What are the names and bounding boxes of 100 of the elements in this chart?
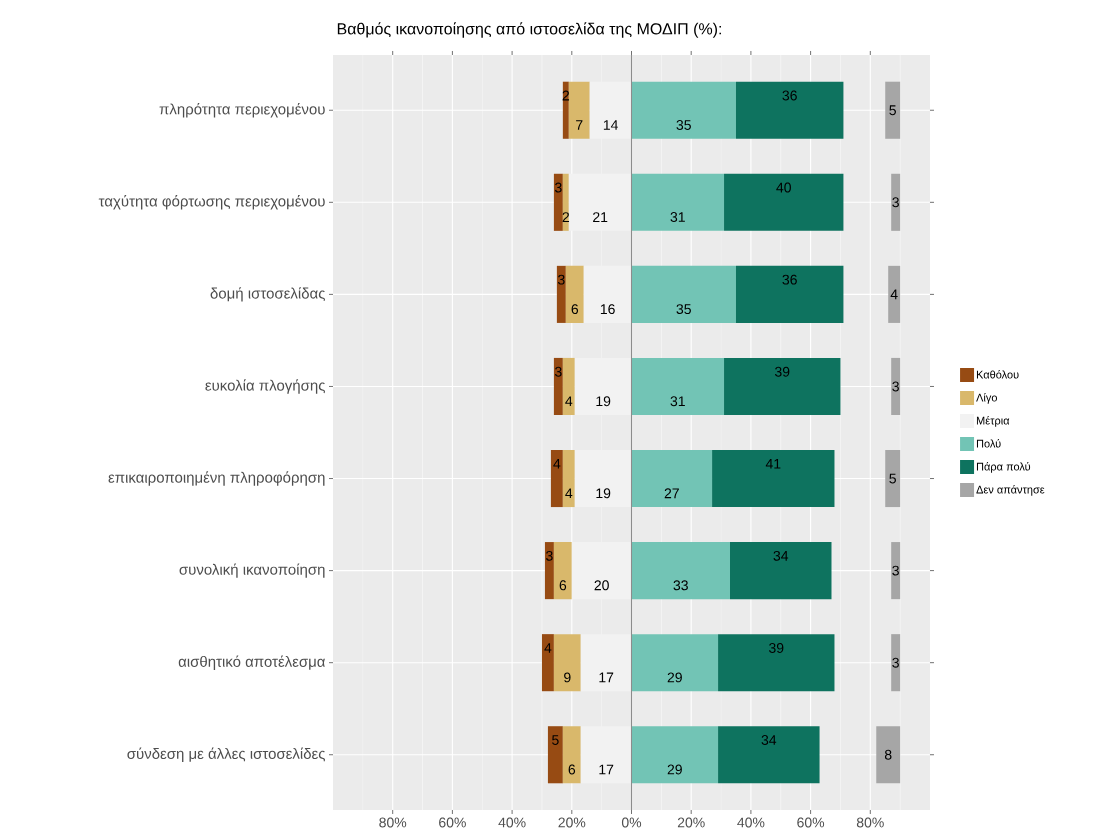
legend-label: Λίγο	[976, 393, 997, 404]
bar	[556, 265, 566, 323]
bar	[730, 542, 832, 600]
bar	[712, 449, 835, 508]
y-tick-label: ευκολία πλογήσης	[205, 379, 325, 394]
legend-label: Πολύ	[976, 439, 1001, 448]
y-tick-label: ταχύτητα φόρτωσης περιεχομένου	[98, 195, 325, 210]
data-label: 8	[884, 749, 892, 760]
data-label: 14	[603, 120, 618, 130]
data-label: 4	[544, 643, 552, 653]
data-label: 3	[546, 550, 553, 561]
data-label: 2	[562, 212, 570, 222]
legend-label: Δεν απάντησε	[976, 485, 1045, 496]
chart-title: Βαθμός ικανοποίησης από ιστοσελίδα της ΜΟΔΙΠ (%):	[337, 22, 721, 38]
bar	[891, 542, 901, 600]
bar	[562, 726, 581, 784]
data-label: 3	[892, 197, 899, 208]
x-tick-label: 40%	[498, 817, 526, 828]
data-label: 17	[599, 672, 614, 683]
data-label: 4	[553, 458, 561, 469]
data-label: 41	[765, 458, 781, 469]
bar	[574, 357, 632, 415]
bar	[553, 173, 563, 231]
data-label: 35	[676, 304, 691, 315]
x-tick-label: 60%	[797, 817, 825, 828]
data-label: 36	[782, 90, 797, 101]
data-label: 31	[670, 212, 685, 223]
x-tick-label: 80%	[856, 817, 884, 828]
data-label: 7	[576, 120, 583, 130]
bar	[583, 265, 632, 323]
data-label: 3	[892, 565, 899, 576]
y-tick-label: επικαιροποιημένη πληροφόρηση	[108, 471, 325, 486]
bar	[891, 634, 901, 692]
data-label: 3	[892, 381, 899, 392]
data-label: 19	[596, 488, 611, 499]
bar	[562, 81, 569, 139]
bar	[580, 634, 632, 692]
legend-label: Πάρα πολύ	[976, 462, 1031, 473]
bar	[541, 634, 554, 692]
data-label: 6	[571, 304, 579, 315]
bar	[631, 542, 730, 600]
bar	[553, 634, 581, 692]
bar	[631, 634, 719, 692]
x-tick-label: 40%	[737, 817, 765, 828]
bar	[589, 81, 632, 139]
bar	[544, 542, 554, 600]
data-label: 29	[667, 672, 682, 683]
data-label: 3	[555, 182, 562, 193]
legend-label: Μέτρια	[976, 416, 1010, 427]
bar	[885, 81, 901, 139]
data-label: 4	[565, 396, 573, 407]
data-label: 6	[559, 580, 567, 591]
bar	[553, 357, 563, 415]
bar	[631, 173, 725, 231]
bar	[718, 726, 820, 784]
bar	[550, 449, 563, 508]
data-label: 36	[782, 274, 797, 285]
bar	[565, 265, 584, 323]
bar	[888, 265, 901, 323]
data-label: 31	[670, 396, 685, 407]
bar	[718, 634, 835, 692]
data-label: 3	[555, 366, 562, 377]
data-label: 17	[599, 764, 614, 775]
bar	[891, 173, 901, 231]
data-label: 5	[552, 735, 559, 745]
bar	[876, 726, 901, 784]
data-label: 34	[761, 735, 777, 745]
y-tick-label: σύνδεση με άλλες ιστοσελίδες	[127, 747, 326, 762]
data-label: 3	[892, 657, 899, 668]
bar	[580, 726, 632, 784]
data-label: 33	[673, 580, 688, 591]
bar	[891, 357, 901, 415]
data-label: 21	[593, 212, 608, 222]
bar	[547, 726, 563, 784]
data-label: 29	[667, 764, 682, 775]
y-tick-label: συνολική ικανοποίηση	[179, 563, 325, 578]
data-label: 3	[557, 274, 565, 285]
data-label: 9	[564, 672, 571, 683]
bar	[631, 357, 725, 415]
y-tick-label: δομή ιστοσελίδας	[210, 287, 325, 302]
y-tick-label: πληρότητα περιεχομένου	[159, 103, 325, 118]
bar	[568, 81, 590, 139]
bar	[574, 449, 632, 508]
bar	[724, 357, 841, 415]
data-label: 16	[600, 304, 615, 315]
data-label: 5	[889, 473, 896, 484]
legend-label: Καθόλου	[976, 370, 1019, 379]
y-tick-label: αισθητικό αποτέλεσμα	[178, 655, 326, 670]
bar	[631, 449, 713, 508]
data-label: 39	[774, 366, 790, 377]
data-label: 6	[568, 764, 576, 775]
data-label: 27	[664, 488, 679, 499]
bar	[553, 542, 572, 600]
bar	[562, 449, 575, 508]
x-tick-label: 0%	[621, 817, 642, 828]
bar	[568, 173, 632, 231]
data-label: 4	[565, 488, 573, 499]
bar	[571, 542, 632, 600]
data-label: 35	[676, 120, 691, 130]
bar	[735, 81, 844, 139]
